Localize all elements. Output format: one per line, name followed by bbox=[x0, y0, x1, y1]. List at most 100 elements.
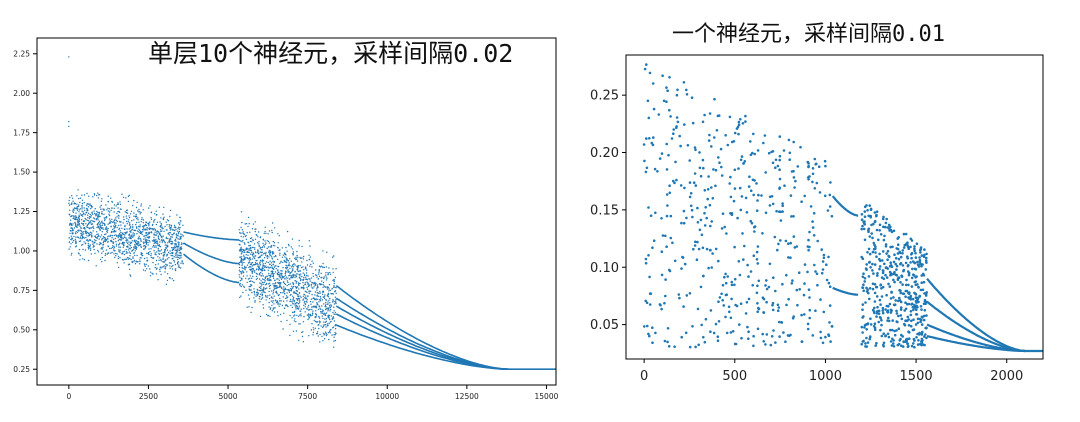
chart-left-point bbox=[84, 214, 86, 216]
chart-right-point bbox=[740, 336, 743, 340]
chart-left-point bbox=[294, 306, 297, 308]
chart-right-point bbox=[692, 181, 696, 184]
chart-left-point bbox=[324, 286, 327, 288]
chart-right-point bbox=[886, 226, 889, 229]
chart-right-point bbox=[879, 316, 882, 320]
chart-right-point bbox=[735, 304, 739, 308]
chart-left-point bbox=[168, 240, 170, 242]
chart-left-branch-line bbox=[183, 231, 240, 241]
chart-right-title: 一个神经元，采样间隔0.01 bbox=[672, 22, 945, 47]
chart-left-point bbox=[167, 220, 170, 222]
chart-left-point bbox=[306, 308, 308, 310]
chart-right-point bbox=[823, 194, 827, 198]
chart-left-point bbox=[293, 301, 295, 303]
chart-left-point bbox=[323, 276, 325, 278]
chart-right-point bbox=[791, 316, 795, 320]
chart-left-point bbox=[71, 252, 73, 254]
chart-left-point bbox=[92, 213, 94, 215]
chart-right-point bbox=[676, 120, 680, 124]
chart-left-point bbox=[124, 211, 127, 213]
chart-left-point bbox=[85, 226, 88, 228]
chart-left-point bbox=[142, 222, 144, 224]
chart-left-point bbox=[276, 300, 279, 302]
chart-left-point bbox=[175, 243, 177, 245]
chart-left-point bbox=[174, 254, 177, 256]
chart-left-point bbox=[112, 245, 114, 247]
chart-left-point bbox=[112, 242, 115, 244]
chart-right-point bbox=[737, 132, 740, 136]
chart-right-point bbox=[778, 158, 781, 162]
chart-left-point bbox=[94, 236, 97, 239]
chart-right-point bbox=[875, 315, 878, 318]
chart-left-point bbox=[304, 290, 306, 292]
chart-left-point bbox=[288, 245, 290, 247]
chart-left-point bbox=[325, 312, 328, 314]
chart-right-point bbox=[800, 200, 803, 203]
chart-left-point bbox=[241, 267, 244, 269]
chart-left-point bbox=[255, 228, 257, 230]
chart-left-point bbox=[125, 197, 127, 199]
chart-left-point bbox=[329, 302, 331, 304]
chart-left-point bbox=[251, 265, 253, 267]
chart-right-point bbox=[683, 262, 687, 266]
chart-left-point bbox=[270, 266, 272, 268]
chart-right-point bbox=[690, 96, 694, 99]
chart-right-point bbox=[890, 230, 894, 234]
chart-left-point bbox=[93, 239, 96, 241]
chart-left-point bbox=[283, 288, 286, 291]
chart-left-point bbox=[75, 212, 77, 214]
chart-right-point bbox=[892, 278, 895, 282]
chart-left-point bbox=[88, 216, 91, 218]
chart-left-point bbox=[303, 293, 305, 295]
chart-right-point bbox=[900, 317, 904, 321]
chart-right-point bbox=[752, 193, 755, 197]
chart-left-point bbox=[268, 297, 271, 300]
chart-left-point bbox=[146, 236, 148, 238]
chart-right-point bbox=[892, 260, 896, 264]
chart-right-point bbox=[861, 286, 864, 289]
chart-right-point bbox=[753, 225, 757, 228]
chart-left-point bbox=[291, 268, 294, 270]
chart-left-point bbox=[291, 311, 294, 314]
chart-right-point bbox=[682, 305, 685, 308]
chart-right-point bbox=[762, 311, 766, 314]
chart-left-point bbox=[299, 256, 301, 259]
chart-left-ytick-label: 2.00 bbox=[13, 89, 30, 98]
chart-left-point bbox=[272, 277, 275, 279]
chart-left-point bbox=[78, 253, 80, 255]
chart-right-point bbox=[906, 264, 910, 268]
chart-right-point bbox=[925, 256, 928, 260]
chart-left-point bbox=[254, 248, 256, 250]
chart-left-point bbox=[251, 262, 254, 264]
chart-left-point bbox=[271, 304, 273, 307]
chart-left-point bbox=[287, 281, 289, 284]
chart-left-point bbox=[90, 253, 93, 255]
chart-left-point bbox=[295, 282, 297, 284]
chart-left-point bbox=[289, 323, 291, 326]
chart-left-point bbox=[321, 335, 323, 338]
chart-left-point bbox=[317, 298, 319, 300]
chart-left-point bbox=[256, 259, 258, 262]
chart-right-point bbox=[891, 245, 894, 249]
chart-left-point bbox=[317, 308, 320, 311]
chart-left-point bbox=[253, 264, 255, 266]
chart-left-point bbox=[322, 284, 324, 286]
chart-left-point bbox=[274, 227, 276, 229]
chart-right-point bbox=[915, 336, 918, 339]
chart-right-point bbox=[778, 135, 782, 138]
chart-left-point bbox=[265, 294, 267, 297]
chart-left-point bbox=[327, 316, 329, 318]
chart-left-point bbox=[168, 239, 171, 241]
chart-right-point bbox=[873, 243, 876, 247]
chart-left-point bbox=[91, 206, 93, 208]
chart-right-point bbox=[756, 245, 760, 248]
chart-left-point bbox=[308, 317, 310, 319]
chart-left-point bbox=[76, 225, 78, 227]
chart-right-point bbox=[782, 331, 785, 334]
chart-left-point bbox=[319, 321, 321, 323]
chart-left-point bbox=[71, 195, 73, 197]
chart-left-point bbox=[165, 221, 167, 223]
chart-right-point bbox=[828, 205, 832, 208]
chart-left-point bbox=[304, 282, 306, 284]
chart-left-point bbox=[295, 292, 298, 295]
